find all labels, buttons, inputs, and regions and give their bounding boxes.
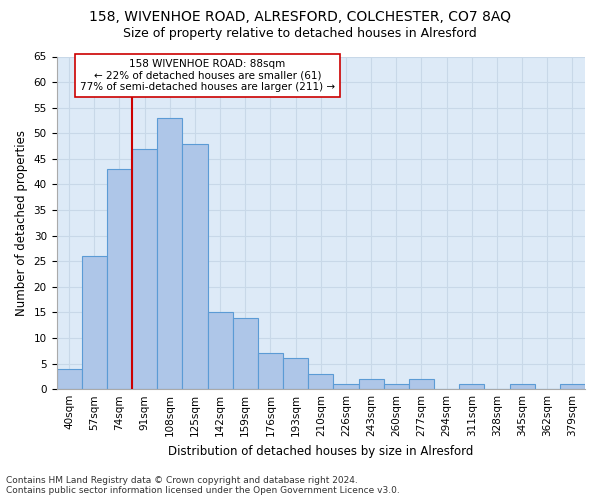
Bar [182, 144, 208, 389]
Bar [283, 358, 308, 389]
Bar [509, 384, 535, 389]
Text: Size of property relative to detached houses in Alresford: Size of property relative to detached ho… [123, 28, 477, 40]
Bar [82, 256, 107, 389]
Bar [107, 169, 132, 389]
Bar [56, 368, 82, 389]
Text: Contains HM Land Registry data © Crown copyright and database right 2024.
Contai: Contains HM Land Registry data © Crown c… [6, 476, 400, 495]
Text: 158, WIVENHOE ROAD, ALRESFORD, COLCHESTER, CO7 8AQ: 158, WIVENHOE ROAD, ALRESFORD, COLCHESTE… [89, 10, 511, 24]
Bar [560, 384, 585, 389]
Bar [208, 312, 233, 389]
Bar [233, 318, 258, 389]
Bar [334, 384, 359, 389]
Bar [258, 354, 283, 389]
Y-axis label: Number of detached properties: Number of detached properties [15, 130, 28, 316]
Bar [409, 379, 434, 389]
Bar [359, 379, 383, 389]
Bar [308, 374, 334, 389]
Text: 158 WIVENHOE ROAD: 88sqm
← 22% of detached houses are smaller (61)
77% of semi-d: 158 WIVENHOE ROAD: 88sqm ← 22% of detach… [80, 59, 335, 92]
Bar [383, 384, 409, 389]
Bar [132, 148, 157, 389]
X-axis label: Distribution of detached houses by size in Alresford: Distribution of detached houses by size … [168, 444, 473, 458]
Bar [459, 384, 484, 389]
Bar [157, 118, 182, 389]
